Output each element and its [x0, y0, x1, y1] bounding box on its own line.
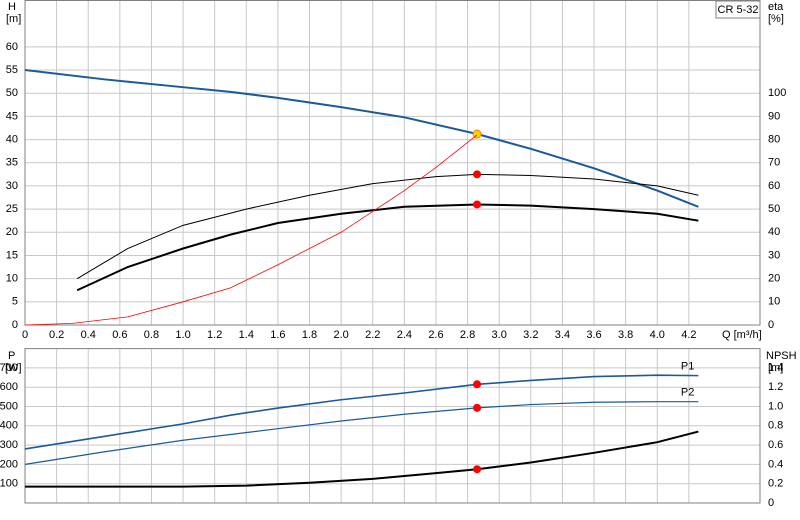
- x-tick-label: 0.8: [144, 329, 159, 341]
- operating-point: [473, 380, 482, 389]
- y2-tick-label: 80: [768, 133, 780, 145]
- panel: 100 200 300 400 500 600 700 0 0.2 0.4 0.6 0.8 1.0 1.2…: [0, 348, 783, 509]
- x-axis-label: Q [m³/h]: [722, 329, 762, 341]
- y2-tick-label: 30: [768, 249, 780, 261]
- y-tick-label: 600: [0, 381, 18, 393]
- series-line: [24, 134, 478, 326]
- y-axis-unit: [m]: [6, 13, 21, 25]
- series-line: [76, 203, 699, 292]
- x-tick-label: 3.2: [523, 329, 538, 341]
- x-tick-label: 0.6: [112, 329, 127, 341]
- y2-axis-label: eta: [768, 1, 784, 13]
- y2-axis-label: NPSH: [766, 350, 797, 362]
- y2-tick-label: 60: [768, 180, 780, 192]
- x-tick-label: 0.2: [49, 329, 64, 341]
- x-tick-label: 1.8: [302, 329, 317, 341]
- x-tick-label: 1.6: [270, 329, 285, 341]
- x-tick-label: 3.0: [492, 329, 507, 341]
- x-tick-label: 1.2: [207, 329, 222, 341]
- plot-frame: [24, 0, 761, 326]
- legend-label: P1: [681, 361, 694, 373]
- y2-tick-label: 0.6: [768, 439, 783, 451]
- y-tick-label: 400: [0, 420, 18, 432]
- y2-tick-label: 1.0: [768, 400, 783, 412]
- y-tick-label: 55: [6, 64, 18, 76]
- panel: 0 5 10 15 20 25 30 35 40 45 50 55 60 0 10 20 30 40 50 60 70 8…: [6, 0, 786, 341]
- y-axis-label: P: [8, 350, 15, 362]
- x-tick-label: 0.4: [81, 329, 96, 341]
- operating-point: [473, 170, 482, 179]
- series-line: [76, 173, 699, 280]
- y2-tick-label: 90: [768, 110, 780, 122]
- y2-tick-label: 40: [768, 226, 780, 238]
- x-tick-label: 0: [22, 329, 28, 341]
- y2-tick-label: 0: [768, 319, 774, 331]
- y2-tick-label: 10: [768, 296, 780, 308]
- operating-point: [473, 403, 482, 412]
- y-axis-label: H: [8, 1, 16, 13]
- y2-tick-label: 0.4: [768, 458, 783, 470]
- x-tick-label: 2.6: [428, 329, 443, 341]
- y2-axis-unit: [m]: [768, 362, 783, 374]
- y-tick-label: 20: [6, 226, 18, 238]
- y2-tick-label: 0.8: [768, 420, 783, 432]
- x-tick-label: 2.4: [397, 329, 412, 341]
- y-tick-label: 500: [0, 400, 18, 412]
- y-tick-label: 45: [6, 110, 18, 122]
- series-line: [25, 430, 699, 488]
- y-tick-label: 40: [6, 133, 18, 145]
- series-line: [24, 374, 699, 450]
- y2-tick-label: 100: [768, 87, 786, 99]
- series-line: [24, 69, 699, 208]
- x-tick-label: 2.8: [460, 329, 475, 341]
- plot-frame: [24, 348, 761, 504]
- x-tick-label: 3.6: [586, 329, 601, 341]
- y2-tick-label: 0: [768, 497, 774, 509]
- y2-tick-label: 1.2: [768, 381, 783, 393]
- x-tick-label: 3.4: [555, 329, 570, 341]
- y-tick-label: 25: [6, 203, 18, 215]
- y2-axis-unit: [%]: [768, 13, 784, 25]
- legend-label: P2: [681, 387, 694, 399]
- x-tick-label: 1.0: [175, 329, 190, 341]
- y-tick-label: 15: [6, 249, 18, 261]
- y-tick-label: 700: [0, 362, 18, 374]
- y2-tick-label: 20: [768, 273, 780, 285]
- x-tick-label: 2.0: [333, 329, 348, 341]
- y-axis-unit: [W]: [5, 362, 22, 374]
- y-tick-label: 5: [12, 296, 18, 308]
- y-tick-label: 50: [6, 87, 18, 99]
- y-tick-label: 300: [0, 439, 18, 451]
- y-tick-label: 0: [12, 319, 18, 331]
- x-tick-label: 2.2: [365, 329, 380, 341]
- x-tick-label: 4.0: [650, 329, 665, 341]
- x-tick-label: 4.2: [681, 329, 696, 341]
- y-tick-label: 200: [0, 458, 18, 470]
- y-tick-label: 10: [6, 273, 18, 285]
- y-tick-label: 35: [6, 157, 18, 169]
- y-tick-label: 30: [6, 180, 18, 192]
- y-tick-label: 60: [6, 41, 18, 53]
- y2-tick-label: 70: [768, 157, 780, 169]
- x-tick-label: 3.8: [618, 329, 633, 341]
- operating-point: [473, 200, 482, 209]
- chart-title: CR 5-32: [718, 4, 759, 16]
- x-tick-label: 1.4: [239, 329, 254, 341]
- y2-tick-label: 1.4: [768, 362, 783, 374]
- y2-tick-label: 0.2: [768, 478, 783, 490]
- y2-tick-label: 50: [768, 203, 780, 215]
- operating-point: [473, 465, 482, 474]
- title-box: [715, 0, 761, 19]
- series-line: [24, 401, 699, 465]
- y-tick-label: 100: [0, 478, 18, 490]
